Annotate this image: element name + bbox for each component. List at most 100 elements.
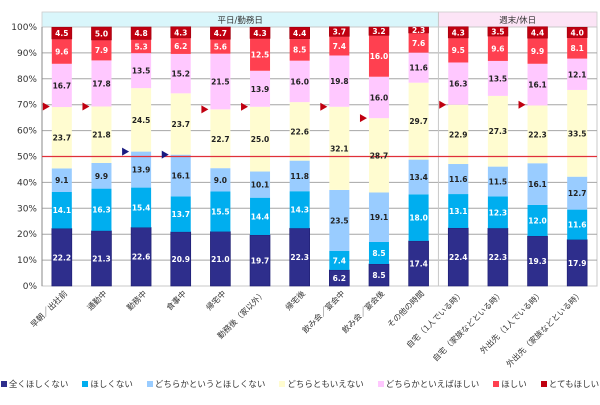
x-tick-label: 自宅（家族などといる時） xyxy=(430,288,505,363)
bar-segment xyxy=(448,104,469,165)
bar-segment xyxy=(329,36,350,56)
data-label: 7.4 xyxy=(333,256,346,265)
y-tick-label: 80% xyxy=(17,75,37,85)
data-label: 11.6 xyxy=(568,221,587,230)
y-tick-label: 0% xyxy=(23,282,38,292)
data-label: 4.3 xyxy=(253,29,266,38)
bar-segment xyxy=(131,53,152,89)
data-label: 16.1 xyxy=(528,180,547,189)
bar-segment xyxy=(487,196,508,229)
bar-segment xyxy=(368,192,389,242)
bar-segment xyxy=(527,204,548,237)
data-label: 9.9 xyxy=(531,47,544,56)
data-label: 27.3 xyxy=(489,127,508,136)
data-label: 5.6 xyxy=(214,42,227,51)
bar-segment xyxy=(567,209,588,240)
x-tick-label: 帰宅後 xyxy=(283,288,307,312)
bar-segment xyxy=(250,38,271,71)
data-label: 12.0 xyxy=(528,216,547,225)
data-label: 11.5 xyxy=(489,177,508,186)
data-label: 23.5 xyxy=(330,216,349,225)
bar-segment xyxy=(51,26,73,40)
bar-segment xyxy=(408,240,429,287)
legend-swatch xyxy=(377,381,384,387)
bar-segment xyxy=(131,88,152,152)
y-tick-label: 70% xyxy=(17,101,37,111)
data-label: 8.5 xyxy=(372,249,385,258)
marker-triangle xyxy=(201,105,209,114)
legend-label: とてもほしい xyxy=(548,380,600,390)
bar-segment xyxy=(527,63,548,106)
y-tick-label: 30% xyxy=(17,204,37,214)
bar-segment xyxy=(368,35,389,77)
legend-swatch xyxy=(540,381,547,387)
data-label: 19.1 xyxy=(370,213,389,222)
data-label: 17.8 xyxy=(92,79,111,88)
data-label: 21.3 xyxy=(92,254,111,263)
bar-segment xyxy=(210,168,231,192)
bar-segment xyxy=(329,106,350,190)
x-tick-label: 飲み会／宴会後 xyxy=(340,288,387,335)
data-label: 14.1 xyxy=(53,206,72,215)
bar-segment xyxy=(51,38,72,64)
data-label: 24.5 xyxy=(132,116,151,125)
data-label: 14.3 xyxy=(290,206,309,215)
data-label: 4.3 xyxy=(174,28,187,37)
bar-segment xyxy=(210,191,231,232)
data-label: 4.4 xyxy=(531,28,544,37)
bar-segment xyxy=(329,189,350,251)
bar-segment xyxy=(91,162,112,189)
data-label: 3.5 xyxy=(491,28,504,37)
bar-segment xyxy=(250,171,271,198)
data-label: 16.7 xyxy=(53,81,72,90)
bar-segment xyxy=(250,70,271,107)
data-label: 19.8 xyxy=(330,77,349,86)
legend-swatch xyxy=(279,381,286,387)
bar-segment xyxy=(289,191,310,229)
bar-segment xyxy=(130,26,152,40)
data-label: 5.3 xyxy=(134,42,147,51)
data-label: 21.0 xyxy=(211,255,230,264)
bar-segment xyxy=(170,93,191,155)
data-label: 6.2 xyxy=(174,42,187,51)
data-label: 25.0 xyxy=(251,135,270,144)
data-label: 17.9 xyxy=(568,259,587,268)
y-tick-label: 10% xyxy=(17,256,37,266)
legend-label: ほしい xyxy=(501,380,527,390)
bar-segment xyxy=(91,106,112,163)
marker-triangle xyxy=(359,114,367,123)
bar-segment xyxy=(51,63,72,108)
data-label: 16.1 xyxy=(528,81,547,90)
data-label: 22.2 xyxy=(53,253,72,262)
data-label: 11.6 xyxy=(449,175,468,184)
y-tick-label: 100% xyxy=(11,23,37,33)
bar-segment xyxy=(250,197,271,235)
legend-item: ほしくない xyxy=(82,378,133,390)
bar-segment xyxy=(408,194,429,241)
bar-segment xyxy=(408,159,429,195)
bar-segment xyxy=(527,38,548,64)
bar-segment xyxy=(448,62,469,105)
bar-segment xyxy=(250,106,271,172)
data-label: 7.9 xyxy=(95,46,108,55)
bar-segment xyxy=(91,26,112,41)
bar-segment xyxy=(170,196,191,232)
data-label: 7.6 xyxy=(412,39,425,48)
data-label: 13.9 xyxy=(251,85,270,94)
legend-label: どちらかというとほしくない xyxy=(154,380,266,390)
bar-segment xyxy=(170,53,191,94)
data-label: 11.8 xyxy=(290,172,309,181)
bar-segment xyxy=(487,166,508,197)
data-label: 7.4 xyxy=(333,42,346,51)
bar-segment xyxy=(91,39,112,61)
bar-segment xyxy=(210,39,231,54)
data-label: 4.0 xyxy=(571,28,584,37)
legend-swatch xyxy=(493,381,500,387)
data-label: 12.7 xyxy=(568,189,587,198)
bar-segment xyxy=(408,32,429,53)
bar-segment xyxy=(170,26,192,39)
group-header-label: 週末/休日 xyxy=(499,15,536,26)
bar-segment xyxy=(368,26,390,36)
data-label: 3.7 xyxy=(333,28,346,37)
